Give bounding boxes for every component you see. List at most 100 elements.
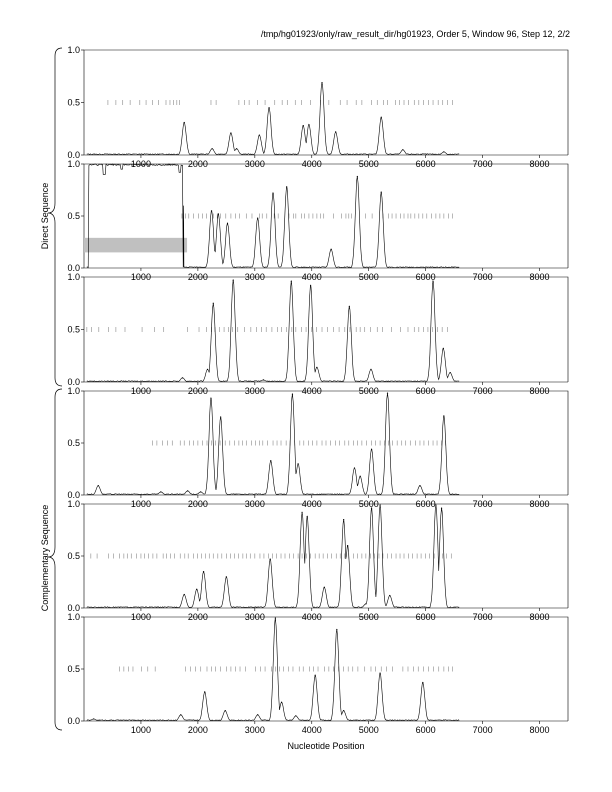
peak-point <box>181 377 184 379</box>
peak-point <box>343 710 345 712</box>
peak-point <box>389 594 391 597</box>
x-tick-label: 4000 <box>302 725 322 735</box>
peak-point <box>435 504 437 506</box>
direct-brace <box>47 47 63 387</box>
panel-6: 0.0 0.5 1.0 1000 2000 3000 4000 5000 6000 7000 800… <box>67 612 569 735</box>
y-tick-label: 1.0 <box>67 45 80 55</box>
peak-point <box>419 485 421 487</box>
y-tick-label: 0.5 <box>67 664 80 674</box>
signal-line <box>86 393 460 496</box>
peak-point <box>353 467 356 469</box>
panels: 0.0 0.5 1.0 1000 2000 3000 4000 5000 6000 7000 800… <box>67 45 569 735</box>
y-tick-label: 0.5 <box>67 438 80 448</box>
peak-point <box>257 217 259 219</box>
peak-point <box>180 714 182 716</box>
y-tick-label: 0.5 <box>67 211 80 221</box>
peak-point <box>442 347 444 349</box>
signal-line <box>86 81 460 156</box>
peak-point <box>347 545 349 547</box>
peak-point <box>217 213 219 215</box>
peak-point <box>291 393 294 395</box>
x-tick-label: 6000 <box>416 725 436 735</box>
peak-point <box>258 134 260 136</box>
peak-point <box>232 279 234 281</box>
peak-point <box>262 379 264 381</box>
signal-line <box>86 504 460 609</box>
y-tick-label: 0.0 <box>67 263 80 273</box>
complementary-brace <box>47 388 63 731</box>
peak-point <box>365 603 367 605</box>
signal-line <box>86 279 460 383</box>
y-tick-label: 1.0 <box>67 499 80 509</box>
y-tick-label: 0.0 <box>67 603 80 613</box>
x-axis-label: Nucleotide Position <box>287 741 364 751</box>
peak-point <box>280 701 283 703</box>
y-tick-label: 0.0 <box>67 716 80 726</box>
peak-point <box>330 248 332 250</box>
y-tick-label: 1.0 <box>67 386 80 396</box>
peak-point <box>359 475 361 477</box>
peak-point <box>206 368 209 370</box>
peak-point <box>93 718 95 720</box>
peak-point <box>272 192 274 194</box>
peak-point <box>97 485 99 487</box>
peak-point <box>211 148 213 150</box>
peak-point <box>220 416 222 418</box>
y-tick-label: 0.5 <box>67 325 80 335</box>
peak-point <box>187 490 189 492</box>
y-tick-label: 0.5 <box>67 98 80 108</box>
peak-point <box>336 628 338 631</box>
peak-point <box>310 284 312 286</box>
highlight-band <box>84 237 188 253</box>
peak-point <box>370 368 372 370</box>
peak-point <box>356 175 358 178</box>
peak-point <box>202 571 205 573</box>
peak-point <box>200 491 202 493</box>
peak-point <box>380 116 382 118</box>
peak-point <box>380 191 382 193</box>
peak-point <box>402 149 404 151</box>
x-tick-label: 5000 <box>359 725 379 735</box>
x-tick-label: 3000 <box>245 725 265 735</box>
peak-point <box>160 491 162 493</box>
peak-point <box>196 588 198 590</box>
peak-point <box>440 507 443 509</box>
y-tick-label: 0.0 <box>67 377 80 387</box>
y-tick-label: 1.0 <box>67 272 80 282</box>
peak-point <box>225 576 227 578</box>
peak-point <box>274 617 276 619</box>
y-tick-label: 1.0 <box>67 159 80 169</box>
peak-point <box>379 672 381 674</box>
peak-point <box>301 511 303 513</box>
peak-point <box>297 463 299 465</box>
peak-point <box>230 132 232 134</box>
y-tick-label: 0.5 <box>67 551 80 561</box>
peak-point <box>323 586 325 588</box>
panel-frame <box>83 276 569 382</box>
peak-point <box>270 460 272 462</box>
peak-point <box>386 392 389 394</box>
peak-point <box>224 710 226 712</box>
y-tick-label: 0.0 <box>67 490 80 500</box>
peak-point <box>236 148 238 150</box>
peak-point <box>335 131 337 133</box>
peak-point <box>290 280 292 282</box>
peak-point <box>370 507 373 509</box>
direct-sequence-label: Direct Sequence <box>40 183 50 250</box>
x-tick-label: 2000 <box>188 725 208 735</box>
peak-point <box>183 121 185 124</box>
peak-point <box>314 674 316 676</box>
peak-point <box>302 125 304 127</box>
peak-point <box>306 515 308 518</box>
peak-point <box>321 81 323 84</box>
x-tick-label: 8000 <box>530 725 550 735</box>
panel-frame <box>83 49 569 155</box>
peak-point <box>308 123 310 126</box>
peak-point <box>343 519 345 521</box>
panel-frame <box>83 616 569 721</box>
y-tick-label: 0.0 <box>67 150 80 160</box>
